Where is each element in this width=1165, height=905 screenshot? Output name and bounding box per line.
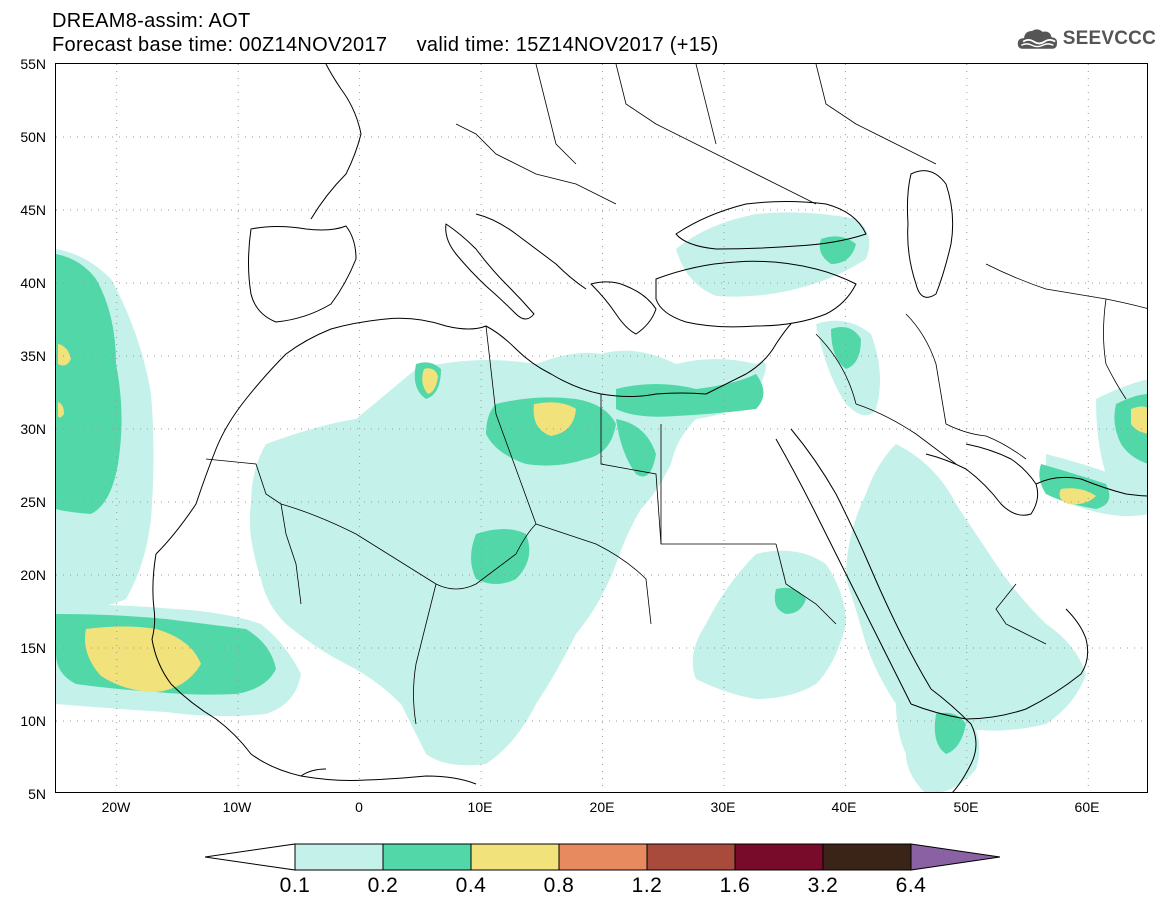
coast-greece bbox=[590, 281, 657, 335]
lon-label-20e: 20E bbox=[589, 799, 615, 815]
aot-area-chad bbox=[471, 529, 530, 584]
lat-label-40n: 40N bbox=[20, 275, 46, 291]
aot-area-pakistan-max bbox=[1131, 406, 1147, 434]
aot-class-0.1-0.2 bbox=[56, 212, 1147, 792]
lon-label-10w: 10W bbox=[222, 799, 252, 815]
lon-label-20w: 20W bbox=[101, 799, 131, 815]
chart-title: DREAM8-assim: AOT bbox=[52, 10, 251, 32]
lon-label-10e: 10E bbox=[467, 799, 493, 815]
aot-class-0.4-0.8 bbox=[58, 344, 1147, 692]
aot-map bbox=[55, 63, 1148, 793]
lon-label-50e: 50E bbox=[953, 799, 979, 815]
map-canvas bbox=[56, 64, 1147, 792]
coast-caspian bbox=[906, 170, 954, 298]
aot-area-egypt-desert bbox=[616, 419, 656, 477]
coast-black-sea bbox=[675, 201, 867, 250]
colorbar bbox=[205, 843, 1000, 871]
lon-label-0: 0 bbox=[355, 799, 363, 815]
aot-area-atlantic-max-1 bbox=[58, 344, 71, 366]
coast-france-uk bbox=[310, 64, 362, 220]
colorbar-label-3.2: 3.2 bbox=[807, 874, 839, 897]
aot-area-iraq bbox=[831, 326, 861, 369]
coast-turkey bbox=[655, 260, 857, 328]
lat-label-55n: 55N bbox=[20, 56, 46, 72]
colorbar-label-0.2: 0.2 bbox=[367, 874, 399, 897]
coast-gulf-guinea bbox=[300, 768, 327, 777]
colorbar-label-6.4: 6.4 bbox=[895, 874, 927, 897]
colorbar-bin-1.6-3.2 bbox=[734, 843, 824, 871]
lat-label-10n: 10N bbox=[20, 713, 46, 729]
colorbar-label-0.1: 0.1 bbox=[279, 874, 311, 897]
seevccc-logo: SEEVCCC bbox=[1016, 24, 1156, 54]
aot-area-somalia bbox=[934, 712, 966, 754]
map-grid bbox=[56, 64, 1147, 792]
colorbar-label-0.4: 0.4 bbox=[455, 874, 487, 897]
aot-area-east-africa bbox=[692, 550, 846, 699]
coast-arabia-south bbox=[910, 608, 1089, 720]
aot-area-oman-max bbox=[1059, 488, 1096, 505]
aot-area-libya-max bbox=[533, 402, 576, 436]
colorbar-bin-0.4-0.8 bbox=[470, 843, 560, 871]
colorbar-bin-0.1-0.2 bbox=[294, 843, 384, 871]
aot-area-turkey-east bbox=[819, 236, 856, 264]
lat-label-25n: 25N bbox=[20, 494, 46, 510]
coast-atlantic-south bbox=[151, 553, 477, 785]
colorbar-label-1.6: 1.6 bbox=[719, 874, 751, 897]
coast-iran-south bbox=[1035, 476, 1147, 497]
lat-label-50n: 50N bbox=[20, 129, 46, 145]
lat-label-45n: 45N bbox=[20, 202, 46, 218]
coast-italy bbox=[445, 223, 535, 320]
coast-red-sea-west bbox=[775, 438, 912, 705]
lon-label-30e: 30E bbox=[710, 799, 736, 815]
colorbar-lower-arrow bbox=[205, 843, 296, 871]
lon-label-60e: 60E bbox=[1074, 799, 1100, 815]
lat-label-35n: 35N bbox=[20, 348, 46, 364]
coast-persian-gulf bbox=[925, 443, 1039, 516]
coastlines bbox=[151, 64, 1147, 792]
colorbar-bin-1.2-1.6 bbox=[646, 843, 736, 871]
colorbar-bin-0.8-1.2 bbox=[558, 843, 648, 871]
colorbar-label-1.2: 1.2 bbox=[631, 874, 663, 897]
aot-area-ethiopia bbox=[774, 587, 806, 614]
coast-red-sea-east bbox=[790, 428, 932, 690]
colorbar-bin-3.2-6.4 bbox=[822, 843, 912, 871]
coast-somalia bbox=[930, 688, 977, 792]
colorbar-label-0.8: 0.8 bbox=[543, 874, 575, 897]
colorbar-upper-arrow bbox=[910, 843, 1000, 871]
lat-label-15n: 15N bbox=[20, 640, 46, 656]
aot-area-algeria-max bbox=[422, 368, 438, 394]
aot-area-atlantic-west-core bbox=[56, 254, 122, 514]
lat-label-5n: 5N bbox=[28, 786, 46, 802]
coast-adriatic bbox=[475, 213, 587, 290]
aot-area-arabia bbox=[846, 444, 1086, 731]
lat-label-20n: 20N bbox=[20, 567, 46, 583]
cloud-icon bbox=[1017, 29, 1058, 49]
country-borders bbox=[205, 64, 1147, 725]
lon-label-40e: 40E bbox=[831, 799, 857, 815]
aot-area-anatolia bbox=[676, 212, 870, 297]
logo-text: SEEVCCC bbox=[1062, 28, 1156, 49]
aot-area-atlantic-max-2 bbox=[58, 402, 64, 418]
aot-area-senegal-max bbox=[85, 626, 201, 692]
forecast-time-subtitle: Forecast base time: 00Z14NOV2017 valid t… bbox=[52, 34, 719, 56]
lat-label-30n: 30N bbox=[20, 421, 46, 437]
coast-iberia bbox=[248, 225, 357, 323]
aot-area-egypt-north bbox=[616, 374, 764, 417]
colorbar-bin-0.2-0.4 bbox=[382, 843, 472, 871]
